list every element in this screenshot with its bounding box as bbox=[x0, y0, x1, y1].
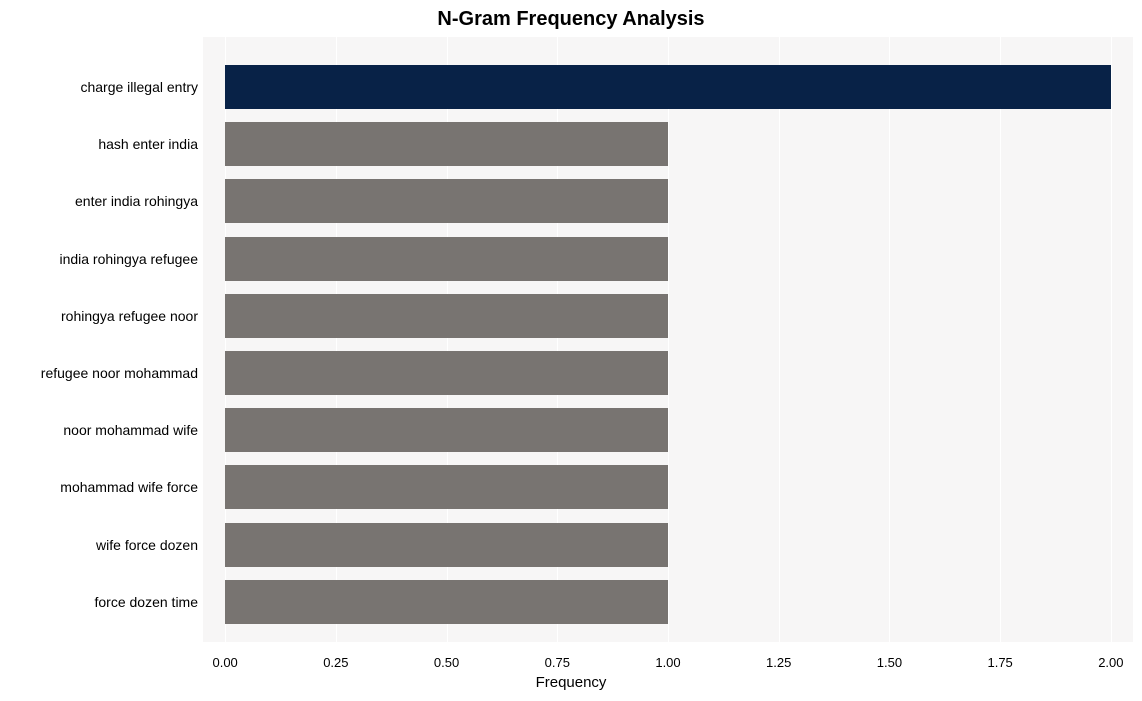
bar bbox=[225, 122, 668, 166]
bar bbox=[225, 408, 668, 452]
bar bbox=[225, 179, 668, 223]
x-tick-label: 0.50 bbox=[434, 655, 459, 670]
y-tick-label: rohingya refugee noor bbox=[61, 308, 198, 324]
x-axis-label: Frequency bbox=[0, 674, 1142, 691]
bar bbox=[225, 465, 668, 509]
grid-line bbox=[1000, 37, 1001, 642]
chart-container: N-Gram Frequency Analysis Frequency 0.00… bbox=[0, 0, 1142, 701]
x-tick-label: 0.75 bbox=[545, 655, 570, 670]
x-tick-label: 0.25 bbox=[323, 655, 348, 670]
y-tick-label: wife force dozen bbox=[96, 537, 198, 553]
y-tick-label: hash enter india bbox=[98, 136, 198, 152]
x-tick-label: 0.00 bbox=[212, 655, 237, 670]
grid-line bbox=[668, 37, 669, 642]
y-tick-label: mohammad wife force bbox=[60, 479, 198, 495]
bar bbox=[225, 65, 1111, 109]
y-tick-label: india rohingya refugee bbox=[59, 251, 198, 267]
x-tick-label: 1.25 bbox=[766, 655, 791, 670]
x-tick-label: 2.00 bbox=[1098, 655, 1123, 670]
chart-title: N-Gram Frequency Analysis bbox=[0, 8, 1142, 31]
bar bbox=[225, 294, 668, 338]
x-tick-label: 1.75 bbox=[987, 655, 1012, 670]
y-tick-label: refugee noor mohammad bbox=[41, 365, 198, 381]
y-tick-label: enter india rohingya bbox=[75, 193, 198, 209]
y-tick-label: force dozen time bbox=[95, 594, 199, 610]
bar bbox=[225, 580, 668, 624]
bar bbox=[225, 237, 668, 281]
plot-area bbox=[203, 37, 1133, 642]
y-tick-label: charge illegal entry bbox=[80, 79, 198, 95]
grid-line bbox=[889, 37, 890, 642]
x-tick-label: 1.50 bbox=[877, 655, 902, 670]
grid-line bbox=[1111, 37, 1112, 642]
bar bbox=[225, 523, 668, 567]
grid-line bbox=[779, 37, 780, 642]
bar bbox=[225, 351, 668, 395]
y-tick-label: noor mohammad wife bbox=[63, 422, 198, 438]
x-tick-label: 1.00 bbox=[655, 655, 680, 670]
